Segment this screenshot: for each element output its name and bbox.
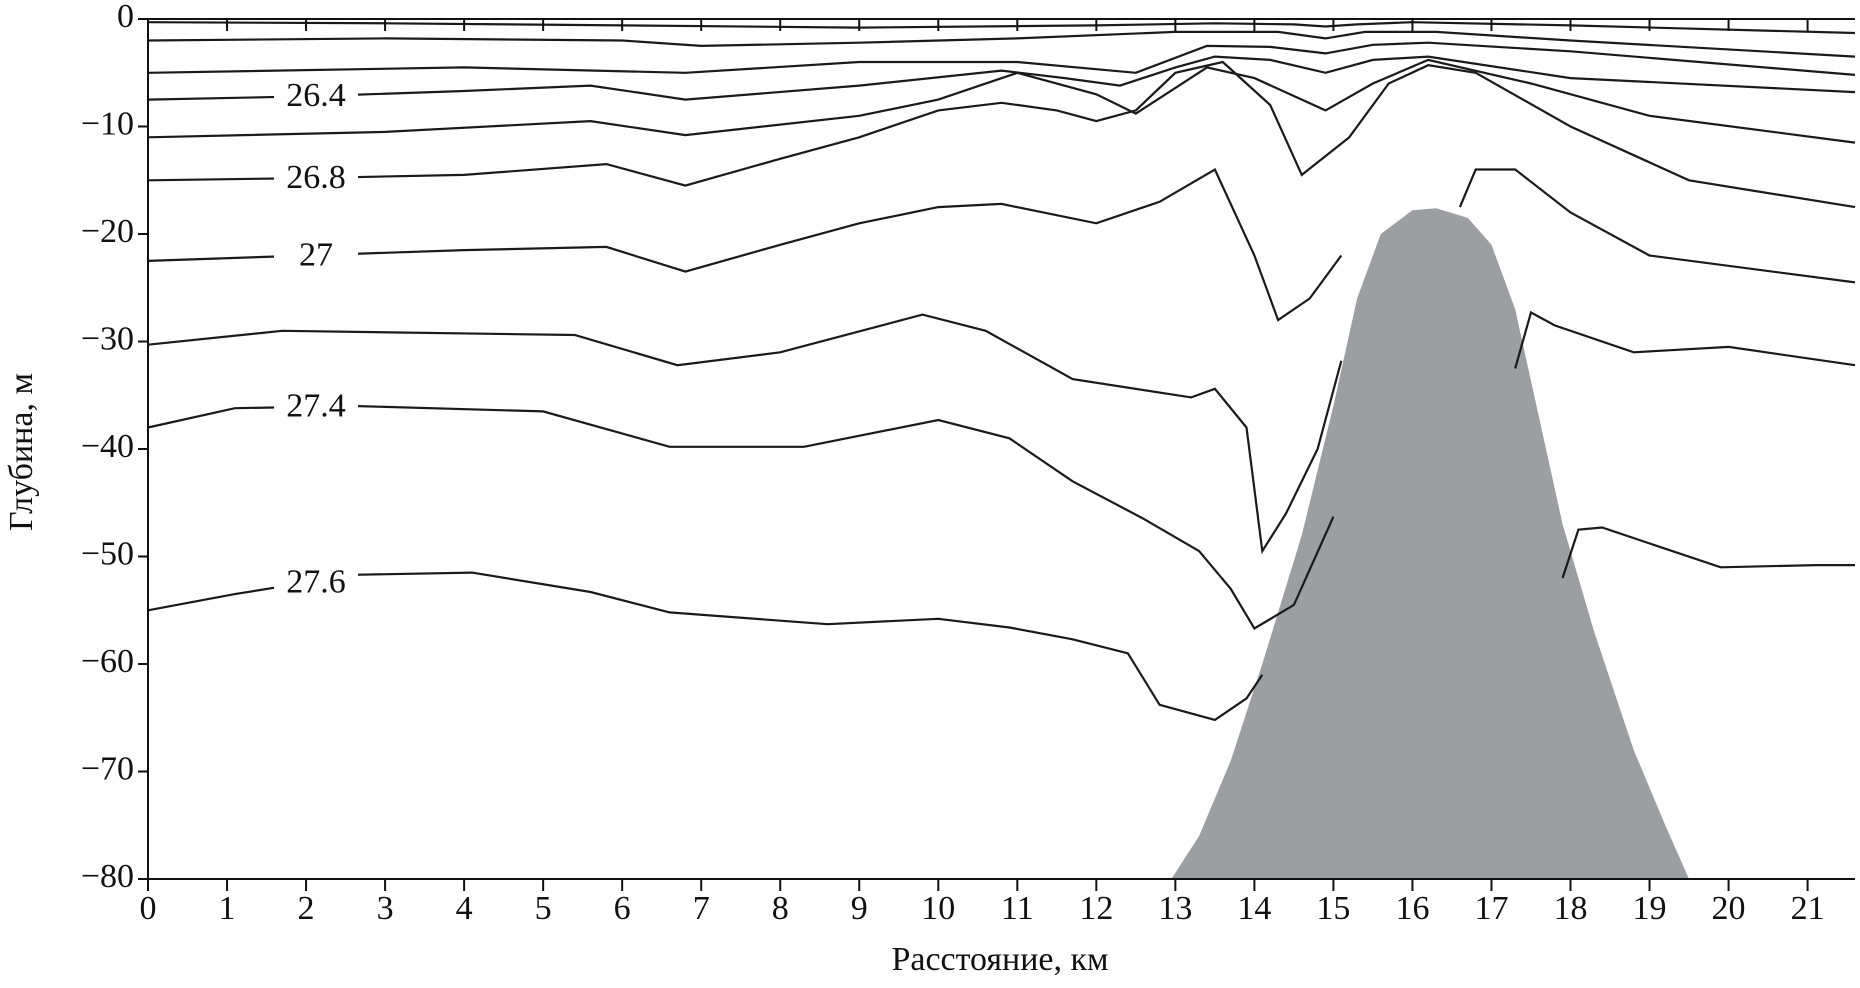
y-axis-label: Глубина, м: [3, 373, 40, 531]
x-tick-label: 19: [1633, 890, 1667, 927]
contour-label: 26.8: [286, 159, 346, 196]
x-axis-label: Расстояние, км: [891, 941, 1108, 978]
y-tick-label: −80: [81, 858, 134, 895]
x-tick-label: 4: [456, 890, 473, 927]
contour-line: [147, 404, 1855, 631]
x-tick-label: 2: [298, 890, 315, 927]
y-tick-label: 0: [117, 0, 134, 35]
x-tick-label: 20: [1712, 890, 1746, 927]
x-tick-label: 3: [377, 890, 394, 927]
contour-label-bg: [274, 237, 359, 274]
contour-line: [147, 30, 1856, 58]
contour-line: [147, 58, 1856, 144]
x-tick-label: 13: [1158, 890, 1192, 927]
x-tick-label: 0: [140, 890, 157, 927]
x-tick-label: 17: [1474, 890, 1508, 927]
contour-label-bg: [274, 160, 359, 197]
y-tick-label: −70: [81, 750, 134, 787]
contour-line: [147, 41, 1856, 76]
y-tick-label: −20: [81, 213, 134, 250]
contour-line: [147, 55, 1856, 101]
x-tick-label: 5: [535, 890, 552, 927]
x-tick-label: 12: [1079, 890, 1113, 927]
contour-label: 27: [299, 236, 333, 273]
y-tick-label: −50: [81, 535, 134, 572]
y-tick-label: −30: [81, 320, 134, 357]
contour-line: [147, 310, 1856, 555]
contour-line: [147, 60, 1856, 209]
contour-label: 27.4: [286, 388, 346, 425]
y-tick-label: −40: [81, 428, 134, 465]
contour-label-bg: [274, 78, 359, 115]
x-tick-label: 6: [614, 890, 631, 927]
contour-label-bg: [274, 388, 359, 425]
x-tick-label: 7: [693, 890, 710, 927]
y-tick-label: −60: [81, 643, 134, 680]
contour-line: [147, 21, 1856, 35]
x-tick-label: 11: [1001, 890, 1034, 927]
contour-line: [147, 167, 1856, 322]
x-tick-label: 16: [1395, 890, 1429, 927]
x-tick-label: 14: [1237, 890, 1271, 927]
x-tick-label: 1: [219, 890, 236, 927]
x-tick-label: 9: [851, 890, 868, 927]
y-tick-label: −10: [81, 105, 134, 142]
contour-label: 27.6: [286, 563, 346, 600]
x-tick-label: 10: [921, 890, 955, 927]
contour-label: 26.4: [286, 77, 346, 114]
seamount: [1171, 208, 1689, 879]
contour-line: [147, 571, 1264, 722]
contour-label-bg: [274, 564, 359, 601]
x-tick-label: 8: [772, 890, 789, 927]
x-tick-label: 18: [1554, 890, 1588, 927]
x-tick-label: 21: [1791, 890, 1825, 927]
x-tick-label: 15: [1316, 890, 1350, 927]
